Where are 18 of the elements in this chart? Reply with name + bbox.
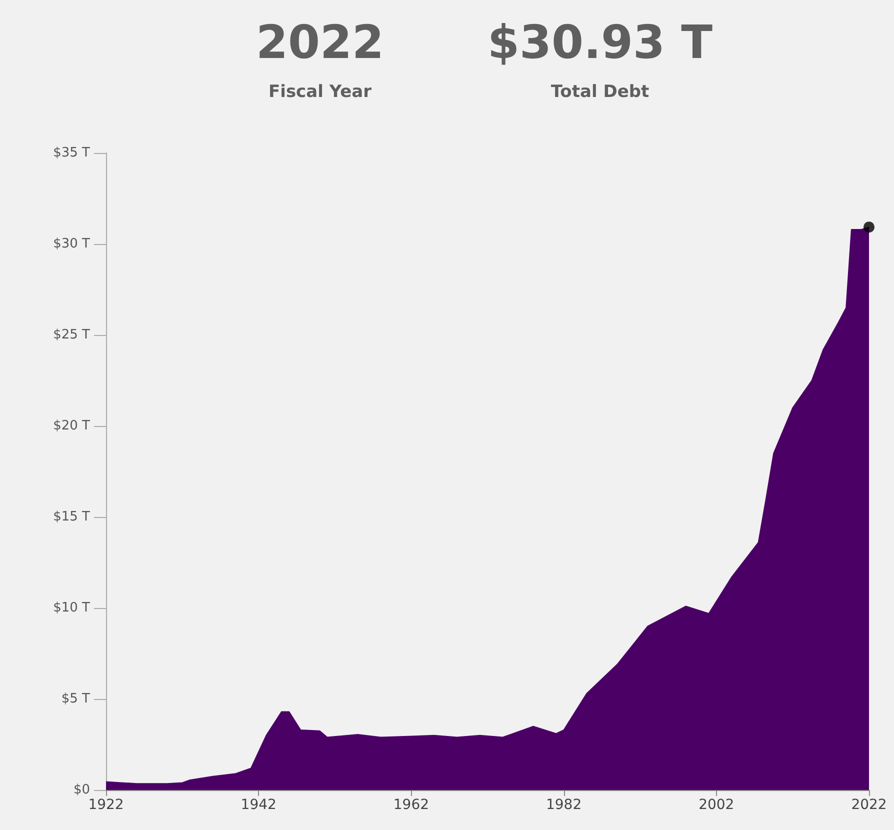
x-tick-label: 1942 bbox=[240, 797, 276, 813]
text: Fiscal Year bbox=[268, 82, 372, 102]
y-tick-label: $10 T bbox=[53, 600, 90, 616]
x-tick-label: 1922 bbox=[88, 797, 124, 813]
x-tick-label: 1962 bbox=[393, 797, 430, 813]
y-tick-label: $30 T bbox=[53, 236, 90, 252]
x-tick-label: 2002 bbox=[698, 797, 734, 813]
y-tick-label: $25 T bbox=[53, 328, 90, 342]
x-tick-label: 2022 bbox=[851, 797, 887, 813]
x-tick-label: 1982 bbox=[546, 797, 582, 813]
text: $30.93 T bbox=[488, 15, 714, 69]
y-tick-label: $0 bbox=[73, 782, 90, 798]
y-tick-label: $5 T bbox=[61, 692, 90, 706]
y-tick-label: $15 T bbox=[53, 510, 90, 524]
y-tick-label: $35 T bbox=[53, 146, 90, 160]
y-tick-label: $20 T bbox=[53, 418, 90, 434]
text: 2022 bbox=[256, 15, 384, 69]
text: Total Debt bbox=[550, 82, 650, 102]
